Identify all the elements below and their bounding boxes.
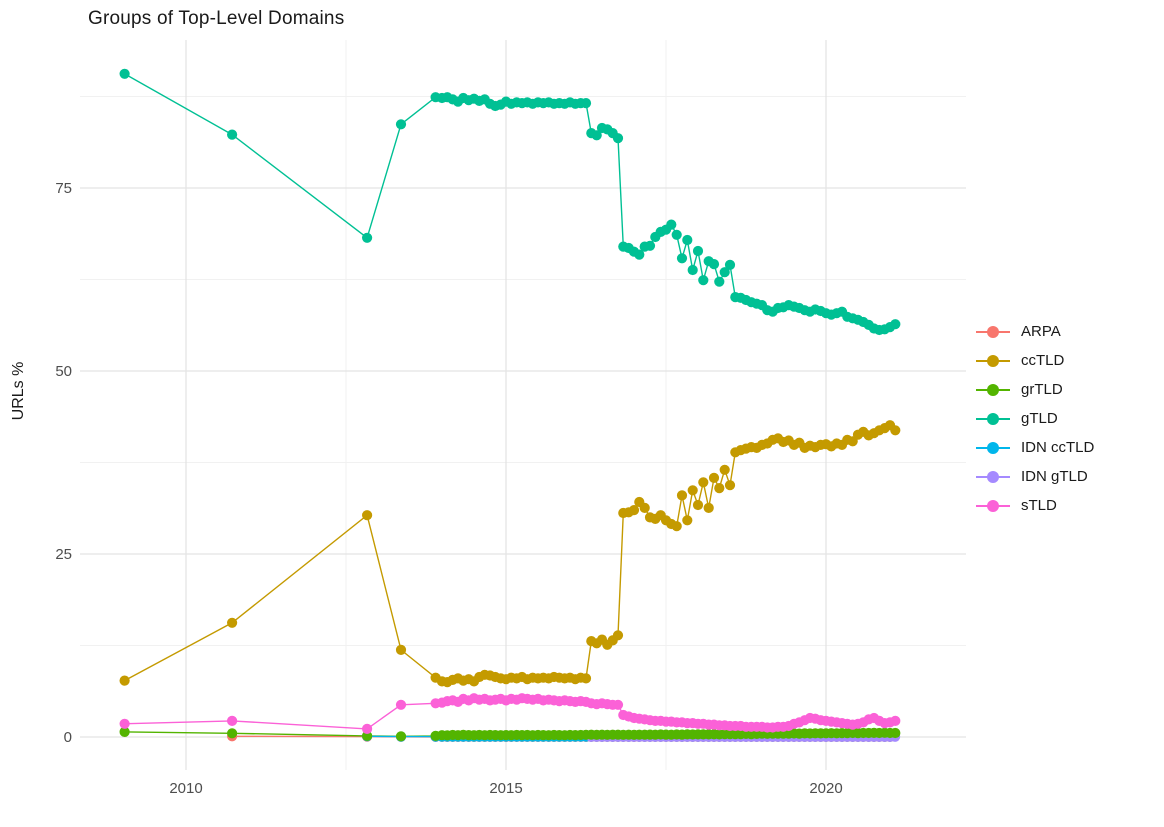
legend-dot-icon (987, 499, 999, 512)
legend-dot-icon (987, 470, 999, 483)
legend-dot-icon (987, 412, 999, 425)
legend: ARPA ccTLD grTLD gTLD IDN ccTLD IDN gTLD sTLD (976, 317, 1094, 520)
series-points-cctld (119, 420, 901, 688)
legend-key-swatch (976, 383, 1010, 396)
legend-dot-icon (987, 325, 999, 338)
legend-item-stld: sTLD (976, 491, 1094, 520)
series-points-grtld (119, 726, 901, 742)
legend-dot-icon (987, 354, 999, 367)
series-lines (124, 73, 896, 738)
legend-item-gtld: gTLD (976, 404, 1094, 433)
legend-key-swatch (976, 499, 1010, 512)
gridlines (80, 40, 966, 770)
x-tick-label: 2010 (169, 780, 202, 797)
legend-label: IDN gTLD (1021, 468, 1088, 485)
legend-label: sTLD (1021, 497, 1057, 514)
y-axis-title: URLs % (10, 361, 27, 421)
legend-label: grTLD (1021, 381, 1063, 398)
y-tick-label: 50 (55, 363, 72, 380)
x-tick-label: 2020 (809, 780, 842, 797)
legend-label: IDN ccTLD (1021, 439, 1095, 456)
series-points (119, 68, 901, 743)
axis-tick-labels: 0 25 50 75 2010 2015 2020 (55, 180, 842, 797)
legend-key-swatch (976, 354, 1010, 367)
y-tick-label: 75 (55, 180, 72, 197)
legend-label: gTLD (1021, 410, 1058, 427)
legend-item-cctld: ccTLD (976, 346, 1094, 375)
legend-key-swatch (976, 441, 1010, 454)
legend-item-idn-cctld: IDN ccTLD (976, 433, 1094, 462)
series-points-gtld (119, 68, 901, 336)
legend-key-swatch (976, 325, 1010, 338)
legend-item-grtld: grTLD (976, 375, 1094, 404)
legend-dot-icon (987, 383, 999, 396)
legend-label: ccTLD (1021, 352, 1065, 369)
legend-key-swatch (976, 470, 1010, 483)
legend-key-swatch (976, 412, 1010, 425)
series-line-gtld (124, 73, 896, 331)
legend-label: ARPA (1021, 323, 1061, 340)
legend-dot-icon (987, 441, 999, 454)
legend-item-idn-gtld: IDN gTLD (976, 462, 1094, 491)
legend-item-arpa: ARPA (976, 317, 1094, 346)
x-tick-label: 2015 (489, 780, 522, 797)
series-points-stld (119, 693, 901, 735)
y-tick-label: 0 (64, 729, 72, 746)
y-tick-label: 25 (55, 546, 72, 563)
chart-title: Groups of Top-Level Domains (88, 8, 345, 29)
